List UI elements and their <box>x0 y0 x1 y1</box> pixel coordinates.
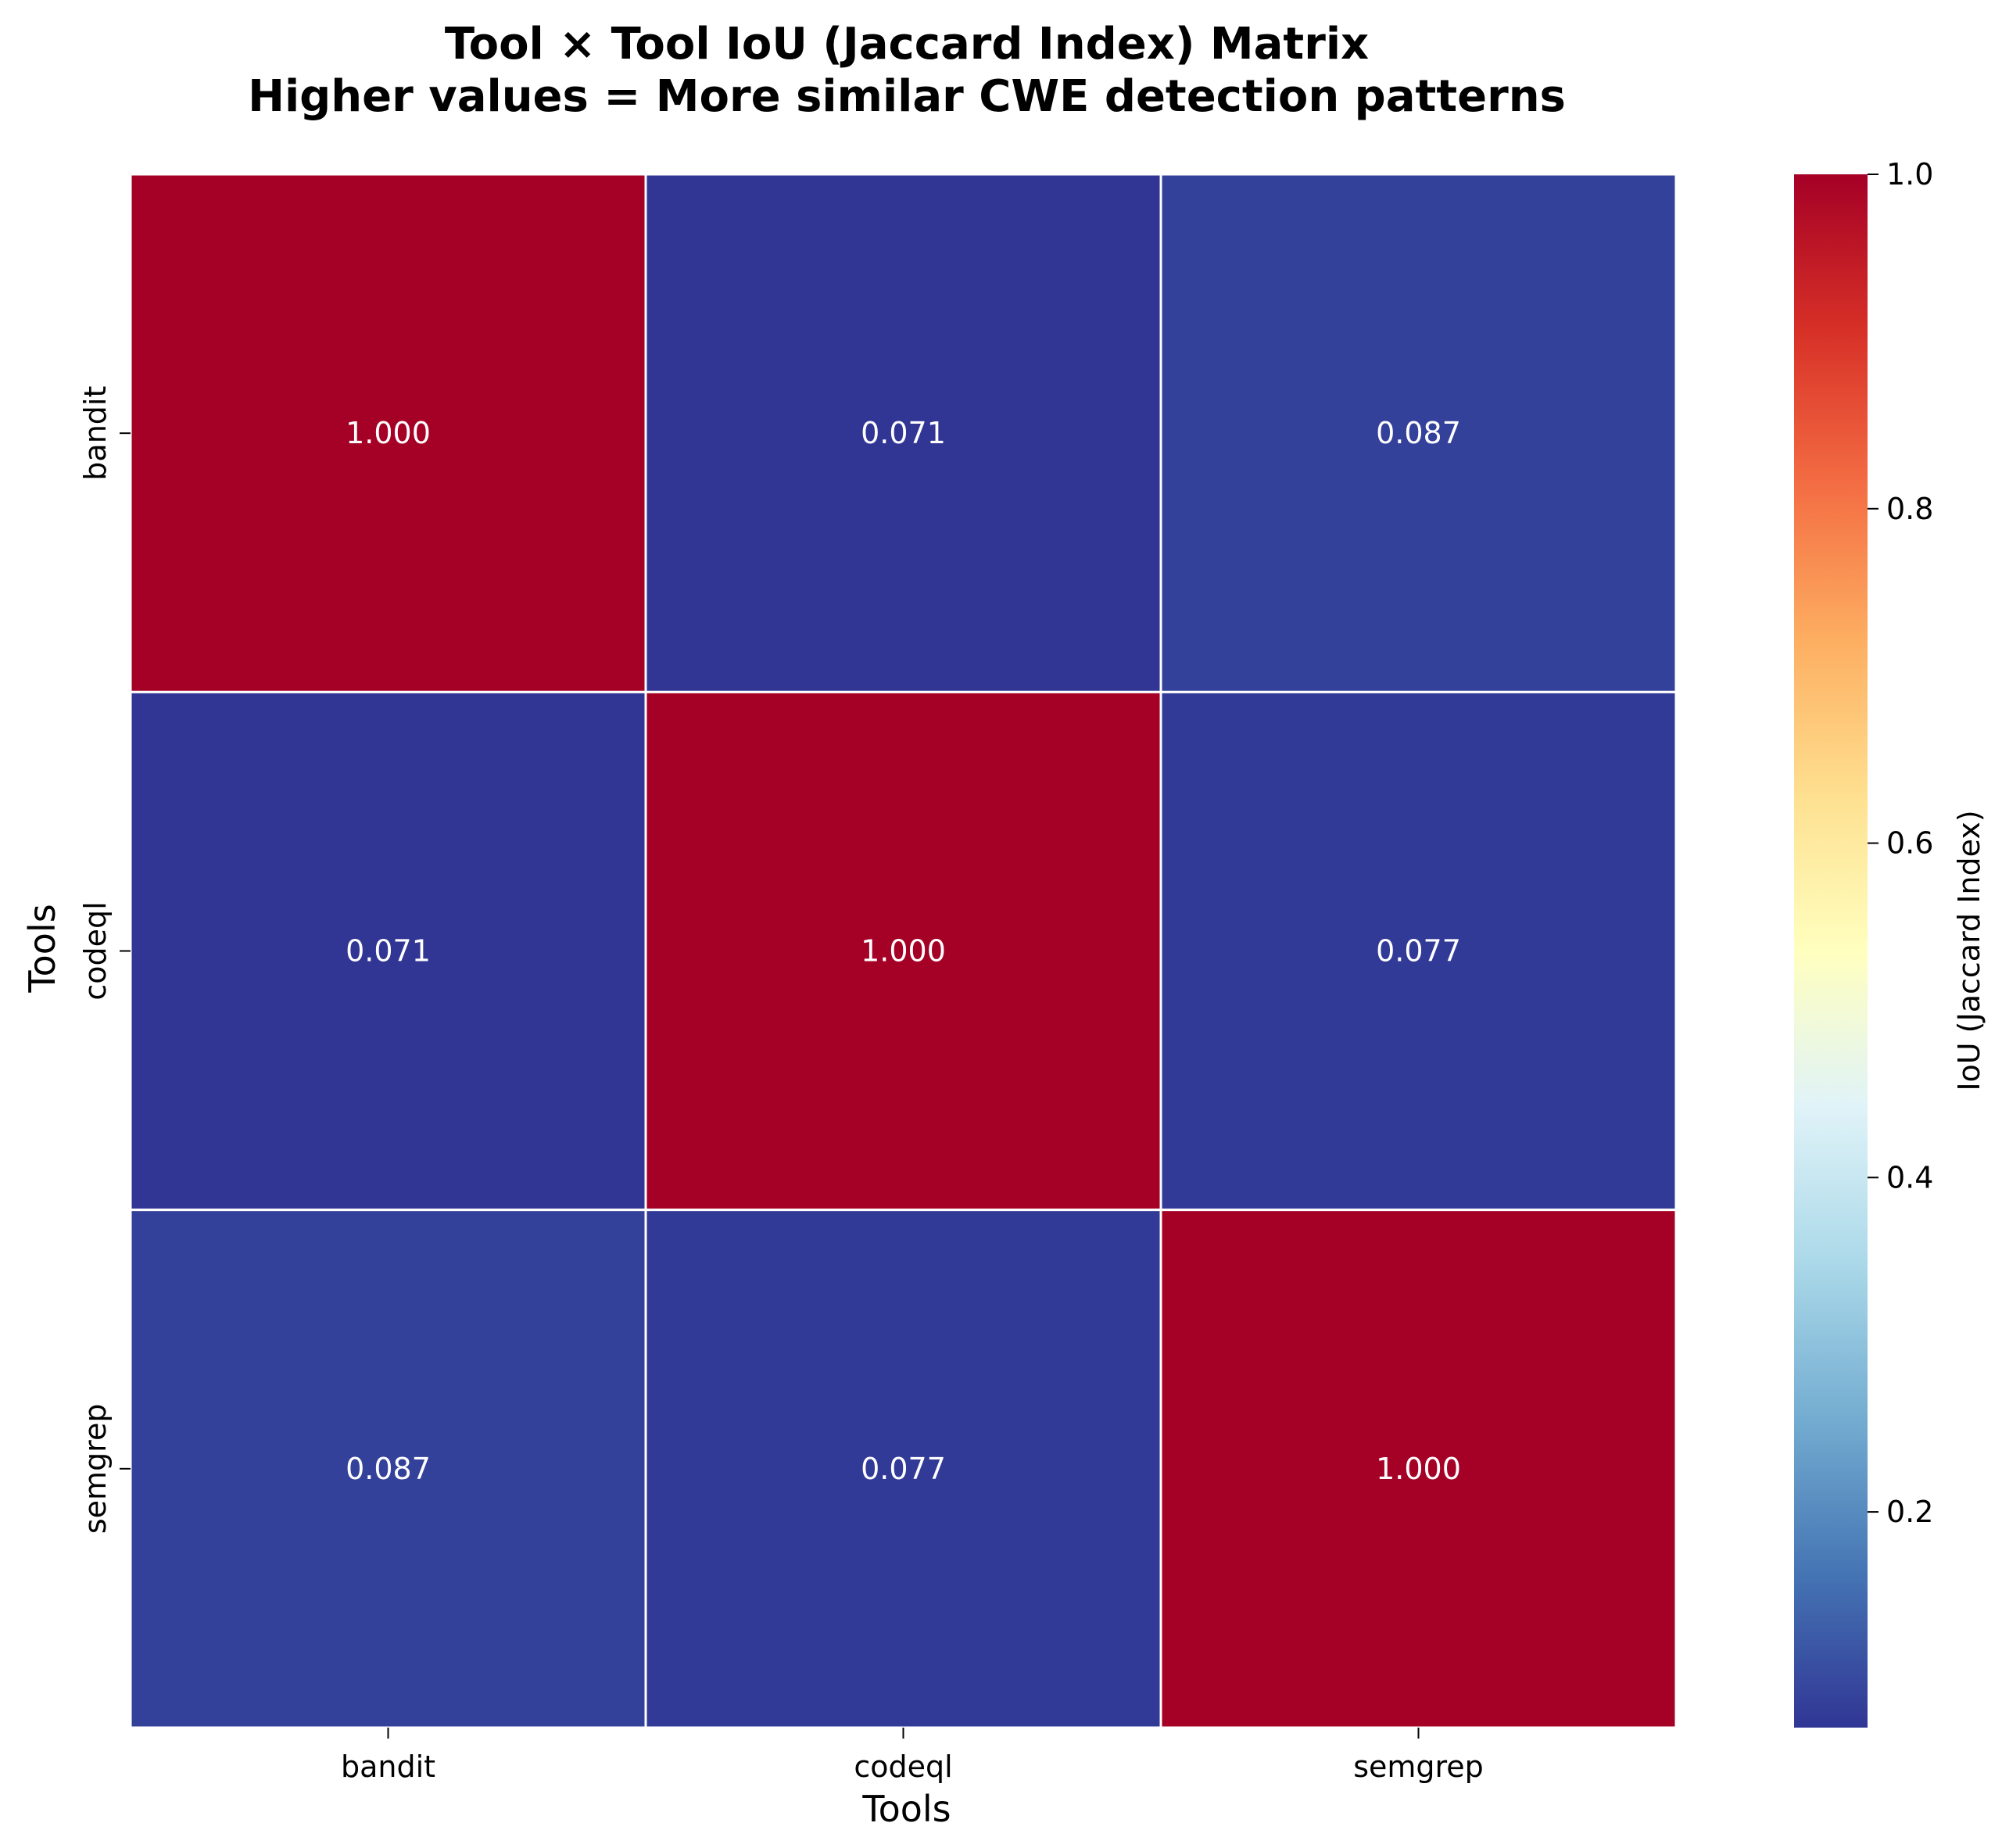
colorbar-tick-label-3: 0.8 <box>1886 492 1933 526</box>
x-tick-label-bandit: bandit <box>341 1750 435 1784</box>
heatmap-cell-semgrep-codeql <box>644 1209 1162 1729</box>
colorbar-tick-label-4: 1.0 <box>1886 157 1933 192</box>
y-tick-label-codeql: codeql <box>78 901 113 1000</box>
heatmap-value-labels: 1.000 0.071 0.087 0.071 1.000 0.077 0.087 0.077… <box>346 416 1461 1486</box>
y-axis-ticks: bandit codeql semgrep <box>78 386 131 1535</box>
x-axis-ticks: bandit codeql semgrep <box>341 1728 1484 1784</box>
colorbar-tick-label-1: 0.4 <box>1886 1160 1933 1194</box>
colorbar-tick-label-2: 0.6 <box>1886 826 1933 861</box>
heatmap-cell-codeql-codeql <box>644 690 1162 1212</box>
chart-title-line-2: Higher values = More similar CWE detecti… <box>248 71 1566 122</box>
heatmap-cell-bandit-codeql <box>644 173 1162 693</box>
colorbar-ticks: 0.2 0.4 0.6 0.8 1.0 <box>1868 157 1933 1529</box>
x-axis-label: Tools <box>861 1788 951 1830</box>
heatmap-cell-bandit-bandit <box>129 173 647 693</box>
cell-value-semgrep-semgrep: 1.000 <box>1376 1452 1461 1486</box>
y-axis-label: Tools <box>21 904 63 993</box>
colorbar-gradient <box>1794 174 1868 1728</box>
x-tick-label-codeql: codeql <box>854 1750 952 1784</box>
heatmap-cell-codeql-semgrep <box>1159 690 1678 1212</box>
cell-value-codeql-codeql: 1.000 <box>861 934 946 969</box>
y-tick-label-semgrep: semgrep <box>78 1404 113 1535</box>
colorbar-tick-label-0: 0.2 <box>1886 1495 1933 1529</box>
cell-value-codeql-bandit: 0.071 <box>346 934 431 969</box>
cell-value-semgrep-bandit: 0.087 <box>346 1452 431 1486</box>
cell-value-semgrep-codeql: 0.077 <box>861 1452 946 1486</box>
y-tick-label-bandit: bandit <box>78 386 113 481</box>
colorbar: 0.2 0.4 0.6 0.8 1.0 IoU (Jaccard Index) <box>1794 157 1986 1728</box>
heatmap-cell-semgrep-bandit <box>129 1209 647 1729</box>
heatmap-cell-bandit-semgrep <box>1159 173 1678 693</box>
chart-title-line-1: Tool × Tool IoU (Jaccard Index) Matrix <box>445 19 1369 70</box>
colorbar-label: IoU (Jaccard Index) <box>1952 810 1986 1091</box>
heatmap-cells <box>129 173 1678 1729</box>
chart-title: Tool × Tool IoU (Jaccard Index) Matrix H… <box>248 19 1566 122</box>
x-tick-label-semgrep: semgrep <box>1353 1750 1484 1784</box>
cell-value-bandit-bandit: 1.000 <box>346 416 431 450</box>
cell-value-codeql-semgrep: 0.077 <box>1376 934 1461 969</box>
cell-value-bandit-codeql: 0.071 <box>861 416 946 450</box>
heatmap-cell-codeql-bandit <box>129 690 647 1212</box>
cell-value-bandit-semgrep: 0.087 <box>1376 416 1461 450</box>
